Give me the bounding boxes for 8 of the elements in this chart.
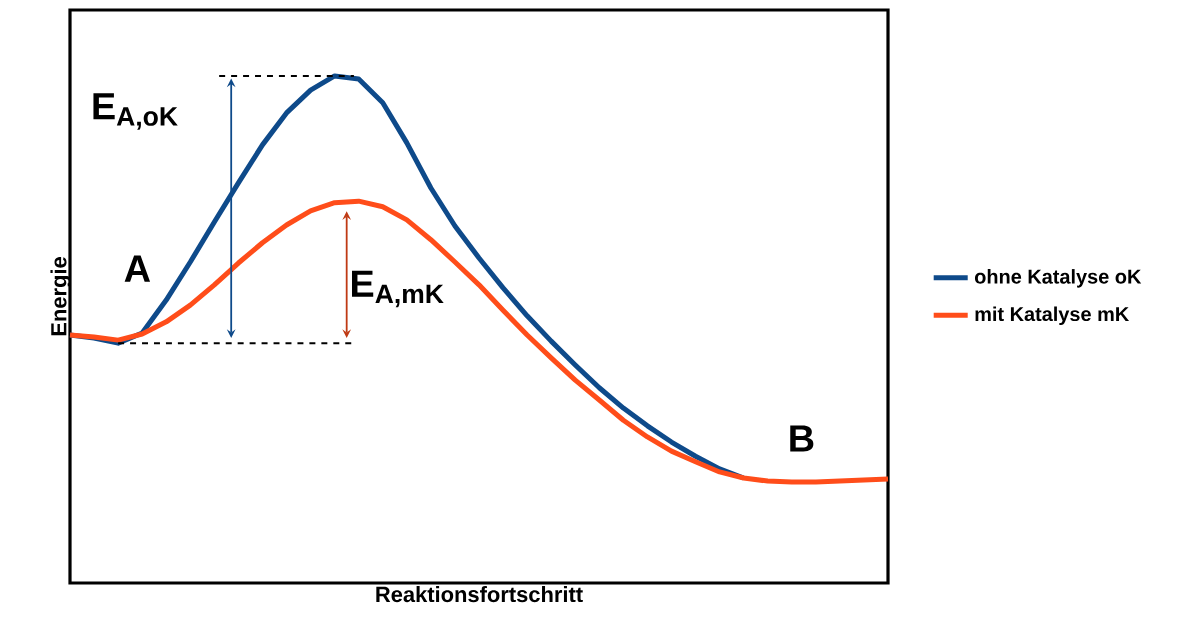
- annotation: A: [124, 255, 151, 282]
- legend-label: ohne Katalyse oK: [974, 269, 1142, 288]
- annotation: E$_{A,oK}$: [93, 93, 178, 130]
- legend-label: mit Katalyse mK: [975, 306, 1130, 326]
- y-axis-title: Energie: [50, 257, 71, 336]
- x-axis-title: Reaktionsfortschritt: [376, 586, 583, 603]
- annotation: B: [790, 425, 814, 452]
- annotation: E$_{A,mK}$: [352, 270, 444, 308]
